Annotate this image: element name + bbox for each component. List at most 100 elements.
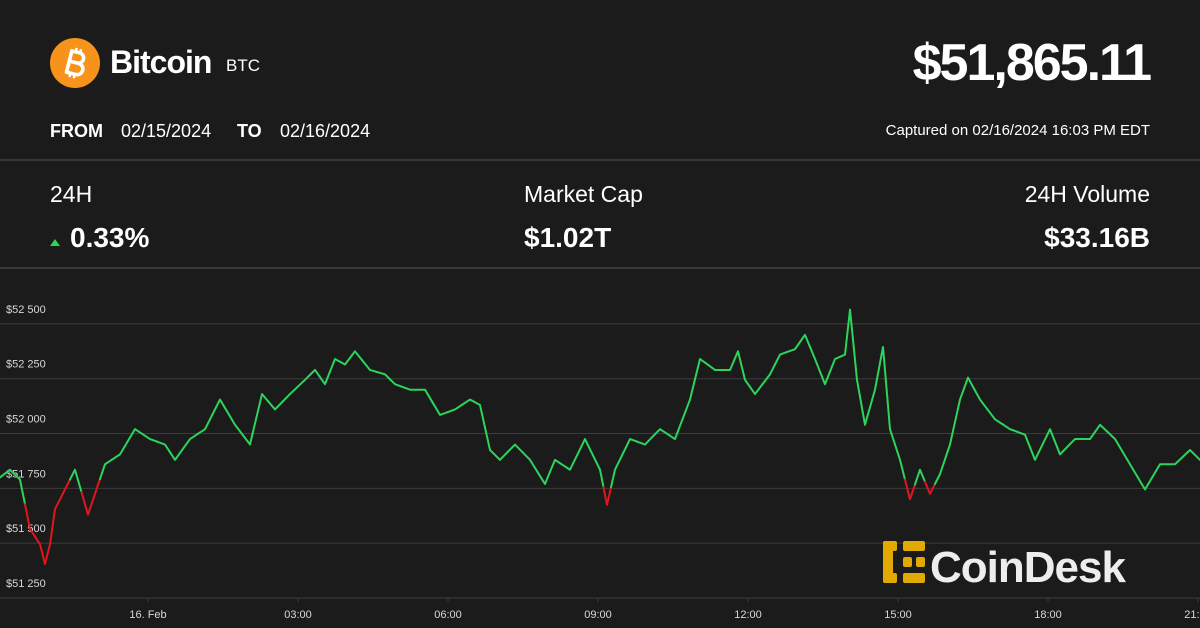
- from-label: FROM: [50, 121, 103, 141]
- to-date: 02/16/2024: [280, 121, 370, 141]
- line-segment: [576, 438, 594, 456]
- line-segment: [506, 443, 524, 454]
- line-segment: [1029, 443, 1044, 461]
- line-segment: [749, 383, 764, 396]
- line-segment: [1081, 430, 1096, 441]
- line-segment: [1054, 440, 1069, 456]
- line-segment: [41, 553, 49, 566]
- stat-value: 0.33%: [70, 222, 149, 253]
- line-segment: [431, 401, 449, 416]
- line-segment: [733, 350, 743, 367]
- stat-value: $33.16B: [1044, 222, 1150, 253]
- line-segment: [1094, 423, 1109, 433]
- line-segment: [169, 448, 184, 461]
- line-segment: [361, 359, 379, 374]
- line-segment: [99, 458, 114, 481]
- x-tick-label: 21:00: [1184, 609, 1200, 621]
- watermark: CoinDesk: [930, 543, 1126, 592]
- line-segment: [1166, 456, 1184, 466]
- plot: [0, 308, 1200, 566]
- line-segment: [494, 451, 509, 461]
- stat-label: Market Cap: [524, 181, 643, 207]
- line-segment: [986, 408, 1004, 426]
- line-segment: [141, 433, 159, 443]
- line-segment: [869, 367, 880, 409]
- line-segment: [878, 345, 888, 390]
- line-segment: [255, 393, 270, 421]
- line-segment: [1181, 448, 1196, 459]
- line-segment: [196, 413, 214, 436]
- line-segment: [721, 359, 735, 371]
- line-segment: [885, 387, 896, 446]
- line-segment: [706, 363, 724, 371]
- y-tick-label: $51 500: [6, 523, 46, 535]
- line-segment: [536, 470, 551, 485]
- line-segment: [34, 535, 44, 556]
- line-segment: [226, 411, 244, 436]
- line-segment: [1136, 475, 1154, 491]
- line-segment: [51, 498, 61, 528]
- line-segment: [1066, 438, 1084, 448]
- grid: $51 250 $51 500 $51 750 $52 000 $52 250 $52 5…: [0, 304, 1200, 621]
- line-segment: [446, 403, 464, 414]
- y-tick-label: $52 250: [6, 359, 46, 371]
- line-segment: [549, 458, 564, 473]
- line-segment: [296, 373, 311, 388]
- x-tick-label: 03:00: [284, 609, 312, 621]
- line-segment: [111, 440, 129, 461]
- line-segment: [0, 472, 6, 479]
- line-segment: [319, 370, 331, 386]
- line-segment: [59, 478, 71, 501]
- line-segment: [90, 478, 101, 506]
- line-segment: [4, 468, 16, 476]
- line-segment: [416, 388, 434, 404]
- line-segment: [839, 331, 849, 358]
- line-segment: [852, 343, 862, 404]
- x-tick-label: 12:00: [734, 609, 762, 621]
- line-segment: [1016, 430, 1031, 449]
- line-segment: [963, 376, 975, 390]
- line-segment: [602, 486, 612, 506]
- line-segment: [1121, 450, 1139, 478]
- line-segment: [267, 400, 284, 411]
- line-segment: [621, 438, 639, 456]
- line-segment: [181, 433, 199, 451]
- line-segment: [894, 443, 906, 481]
- line-segment: [1001, 423, 1019, 433]
- line-segment: [241, 418, 257, 446]
- line-segment: [934, 458, 946, 485]
- x-tick-label: 16. Feb: [129, 609, 166, 621]
- line-segment: [954, 387, 965, 424]
- line-segment: [636, 435, 654, 446]
- x-tick-label: 15:00: [884, 609, 912, 621]
- line-segment: [914, 468, 926, 486]
- line-segment: [591, 453, 605, 489]
- coin-name: Bitcoin: [110, 44, 211, 80]
- line-segment: [309, 368, 321, 379]
- line-segment: [561, 453, 579, 471]
- stat-label: 24H Volume: [1025, 181, 1150, 207]
- line-segment: [651, 428, 669, 438]
- x-tick-label: 06:00: [434, 609, 462, 621]
- line-segment: [484, 426, 496, 456]
- line-segment: [14, 473, 26, 506]
- y-tick-label: $52 000: [6, 414, 46, 426]
- line-segment: [944, 421, 956, 461]
- line-segment: [610, 453, 624, 489]
- line-segment: [973, 387, 989, 411]
- line-segment: [740, 364, 751, 388]
- line-segment: [474, 401, 486, 429]
- line-segment: [1106, 430, 1124, 453]
- stat-label: 24H: [50, 181, 92, 207]
- line-segment: [1194, 453, 1200, 461]
- coin-symbol: BTC: [226, 56, 260, 75]
- x-tick-label: 18:00: [1034, 609, 1062, 621]
- line-segment: [846, 308, 855, 346]
- line-segment: [904, 478, 916, 501]
- line-segment: [401, 385, 419, 391]
- line-segment: [281, 385, 299, 403]
- line-segment: [1151, 463, 1169, 478]
